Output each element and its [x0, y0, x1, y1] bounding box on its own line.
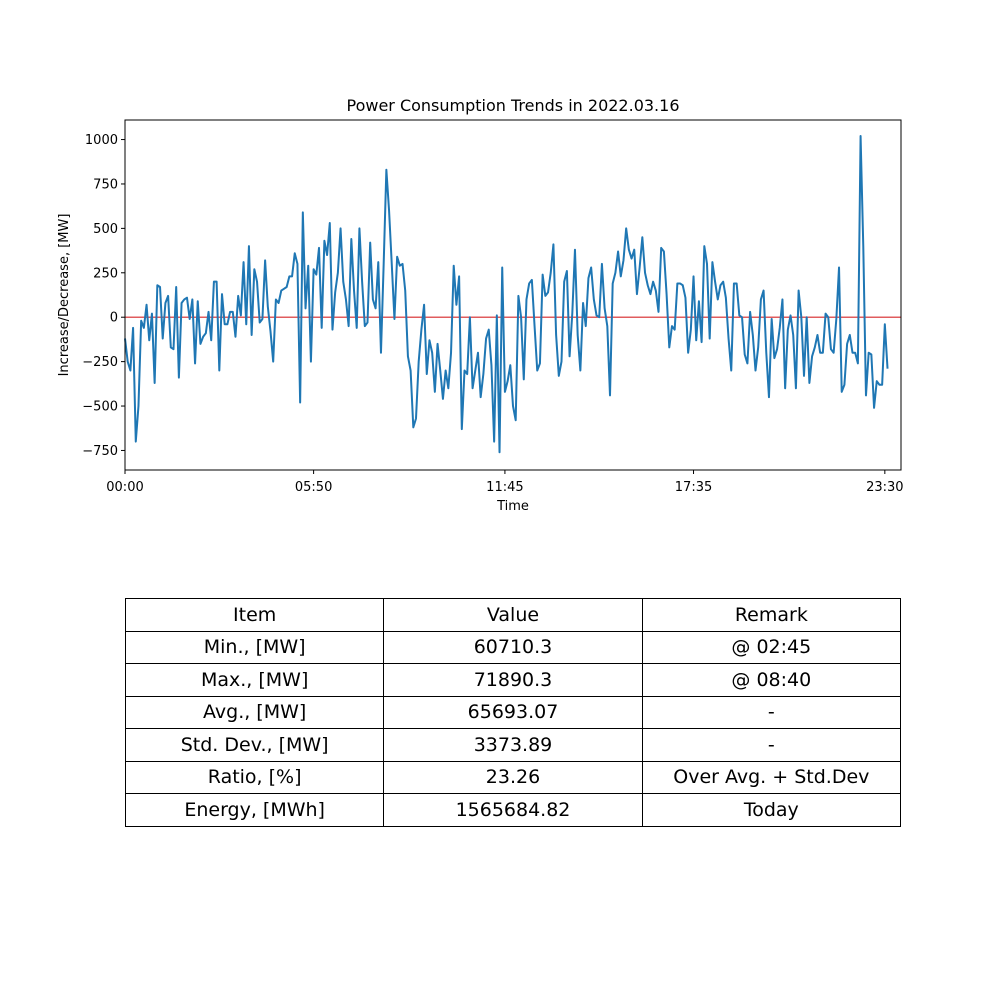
plot-frame — [124, 119, 902, 471]
y-tick-label: 500 — [93, 222, 118, 237]
table-cell-item: Min., [MW] — [124, 630, 385, 664]
header-value: Value — [383, 598, 643, 632]
y-tick-label: 1000 — [85, 133, 118, 148]
y-tick-label: −750 — [82, 444, 118, 459]
chart-title: Power Consumption Trends in 2022.03.16 — [346, 96, 679, 115]
table-cell-remark: - — [641, 695, 902, 729]
table-cell-value: 23.26 — [383, 760, 643, 794]
x-tick-label: 00:00 — [106, 480, 143, 495]
table-header-row: Item Value Remark — [124, 598, 902, 632]
x-tick-label: 17:35 — [675, 480, 712, 495]
table-row-avg: Avg., [MW] 65693.07 - — [124, 695, 902, 729]
header-item: Item — [124, 598, 385, 632]
statistics-table: Item Value Remark Min., [MW] 60710.3 @ 0… — [124, 598, 902, 827]
table-cell-remark: @ 08:40 — [641, 663, 902, 697]
header-remark: Remark — [641, 598, 902, 632]
table-cell-value: 1565684.82 — [383, 793, 643, 827]
table-row-energy: Energy, [MWh] 1565684.82 Today — [124, 793, 902, 827]
table-row-max: Max., [MW] 71890.3 @ 08:40 — [124, 663, 902, 697]
table-cell-value: 3373.89 — [383, 728, 643, 762]
table-cell-value: 71890.3 — [383, 663, 643, 697]
table-cell-item: Energy, [MWh] — [124, 793, 385, 827]
y-tick-label: −500 — [82, 400, 118, 415]
table-cell-item: Ratio, [%] — [124, 760, 385, 794]
table-cell-remark: Today — [641, 793, 902, 827]
x-tick-label: 05:50 — [295, 480, 332, 495]
table-cell-value: 60710.3 — [383, 630, 643, 664]
table-cell-remark: Over Avg. + Std.Dev — [641, 760, 902, 794]
table-cell-remark: @ 02:45 — [641, 630, 902, 664]
y-tick-label: 750 — [93, 177, 118, 192]
x-axis-ticks: 00:00 05:50 11:45 17:35 23:30 — [106, 470, 904, 495]
series-line-increase-decrease — [124, 134, 889, 454]
x-axis-label: Time — [496, 499, 529, 514]
y-tick-label: 0 — [110, 311, 118, 326]
table-cell-value: 65693.07 — [383, 695, 643, 729]
table-row-min: Min., [MW] 60710.3 @ 02:45 — [124, 630, 902, 664]
x-tick-label: 23:30 — [866, 480, 903, 495]
y-tick-label: −250 — [82, 355, 118, 370]
table-row-ratio: Ratio, [%] 23.26 Over Avg. + Std.Dev — [124, 760, 902, 794]
table-cell-item: Max., [MW] — [124, 663, 385, 697]
table-row-std-dev: Std. Dev., [MW] 3373.89 - — [124, 728, 902, 762]
table-cell-remark: - — [641, 728, 902, 762]
table-cell-item: Avg., [MW] — [124, 695, 385, 729]
y-axis-label: Increase/Decrease, [MW] — [57, 214, 72, 377]
y-axis-ticks: 1000 750 500 250 0 −250 −500 −750 — [82, 133, 125, 459]
x-tick-label: 11:45 — [486, 480, 523, 495]
y-tick-label: 250 — [93, 266, 118, 281]
table-cell-item: Std. Dev., [MW] — [124, 728, 385, 762]
